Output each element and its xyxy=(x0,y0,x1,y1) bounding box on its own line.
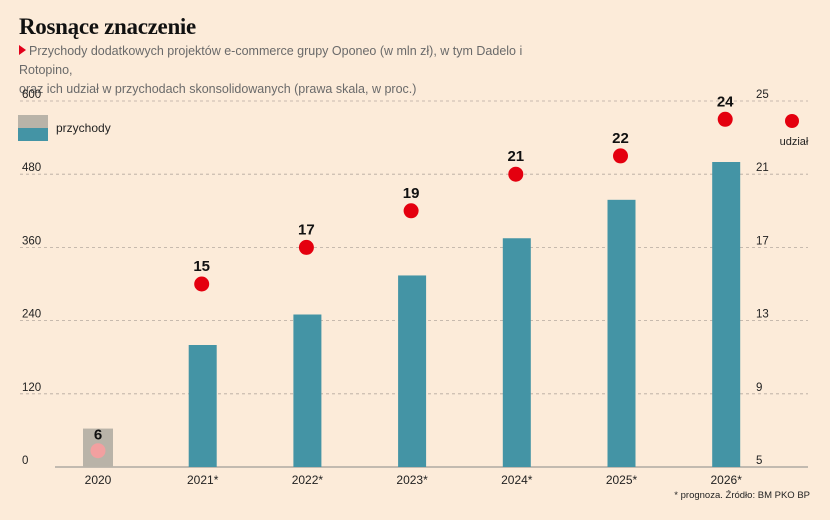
footnote: * prognoza. Źródło: BM PKO BP xyxy=(674,490,810,501)
right-tick-label: 25 xyxy=(756,89,769,101)
x-tick-label: 2021* xyxy=(187,473,219,487)
right-tick-label: 21 xyxy=(756,162,769,174)
legend-swatch-top xyxy=(18,115,48,128)
x-tick-label: 2022* xyxy=(292,473,324,487)
bar-2025* xyxy=(607,199,636,467)
chart-title: Rosnące znaczenie xyxy=(19,14,196,39)
left-tick-label: 600 xyxy=(22,89,41,101)
right-tick-label: 9 xyxy=(756,382,762,394)
bar-2021* xyxy=(188,345,217,467)
x-tick-label: 2026* xyxy=(711,473,743,487)
dot-2026* xyxy=(717,111,733,127)
left-tick-label: 360 xyxy=(22,235,41,247)
subtitle-line-1: Przychody dodatkowych projektów e-commer… xyxy=(19,44,523,77)
dot-series: 6 15 17 19 21 22 24 xyxy=(90,93,734,459)
axis-labels: 0 5 120 9 240 13 360 17 480 21 600 25 2020 2021* 2022*… xyxy=(22,89,769,487)
dot-2025* xyxy=(613,148,628,164)
subtitle-marker-icon xyxy=(19,45,26,55)
data-label: 19 xyxy=(403,185,420,202)
data-label: 22 xyxy=(612,130,629,147)
x-tick-label: 2024* xyxy=(501,473,533,487)
data-label: 24 xyxy=(717,93,734,110)
data-label: 17 xyxy=(298,221,315,238)
data-label: 21 xyxy=(507,148,524,165)
legend-label-przychody: przychody xyxy=(56,121,111,135)
x-tick-label: 2020 xyxy=(85,473,112,487)
legend-label-udzial: udział xyxy=(780,136,809,148)
dot-2022* xyxy=(298,239,314,255)
right-tick-label: 13 xyxy=(756,309,769,321)
left-tick-label: 240 xyxy=(22,309,41,321)
right-tick-label: 17 xyxy=(756,235,769,247)
dot-2020 xyxy=(90,443,106,459)
dot-2024* xyxy=(508,166,524,182)
x-tick-label: 2023* xyxy=(396,473,428,487)
x-tick-label: 2025* xyxy=(606,473,638,487)
bar-2023* xyxy=(398,275,427,467)
legend-swatch-bottom xyxy=(18,128,48,141)
data-label: 6 xyxy=(94,427,102,444)
chart-subtitle: Przychody dodatkowych projektów e-commer… xyxy=(19,42,579,99)
dot-2021* xyxy=(194,276,210,292)
bar-2026* xyxy=(712,162,741,467)
right-tick-label: 5 xyxy=(756,455,762,467)
bar-2022* xyxy=(293,314,322,467)
left-tick-label: 480 xyxy=(22,162,41,174)
data-label: 15 xyxy=(193,258,210,275)
legend: przychody udział xyxy=(18,114,809,148)
grid-lines xyxy=(20,100,808,468)
legend-dot-udzial xyxy=(785,114,799,128)
subtitle-line-2: oraz ich udział w przychodach skonsolido… xyxy=(19,82,417,96)
bar-2024* xyxy=(502,238,531,467)
dot-2023* xyxy=(403,203,419,219)
left-tick-label: 120 xyxy=(22,382,41,394)
left-tick-label: 0 xyxy=(22,455,28,467)
